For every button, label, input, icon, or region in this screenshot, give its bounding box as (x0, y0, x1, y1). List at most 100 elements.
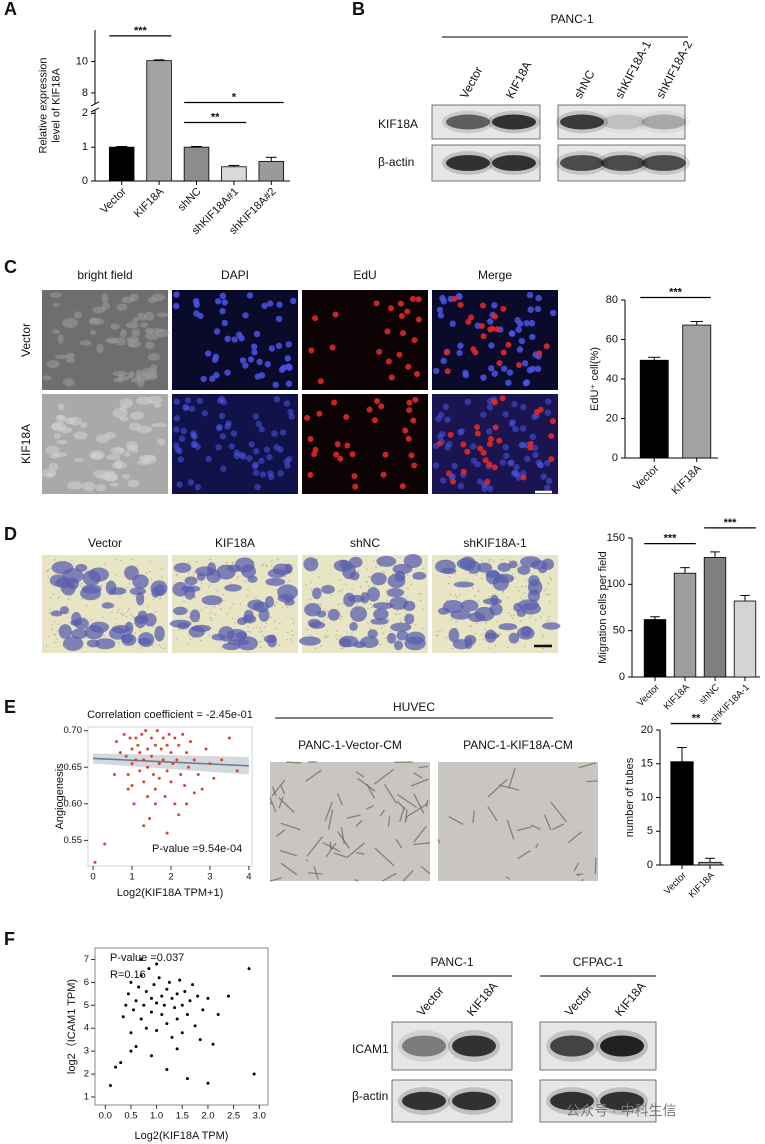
blot-band (600, 1035, 644, 1057)
blot-band-halo (398, 1030, 450, 1062)
cell (191, 624, 211, 633)
cell (244, 580, 246, 583)
tube (278, 797, 295, 814)
cell (515, 361, 522, 368)
cell (49, 568, 51, 570)
blot-band-halo (448, 1030, 500, 1062)
cell (379, 643, 381, 646)
tube (517, 850, 531, 860)
cell (232, 603, 235, 605)
cell (464, 398, 472, 406)
point (185, 1077, 189, 1081)
cell (48, 462, 59, 471)
cell (414, 371, 421, 378)
cell (276, 301, 283, 308)
tube (325, 842, 337, 858)
cell (525, 585, 527, 588)
cell (127, 479, 140, 488)
cell (500, 365, 508, 372)
cell (62, 378, 75, 387)
cell (116, 303, 128, 311)
cell (176, 574, 178, 577)
cell (210, 617, 212, 619)
column-label: Vector (88, 536, 122, 550)
cell (399, 618, 401, 620)
cell (349, 571, 360, 581)
cell (338, 590, 341, 593)
tube (594, 857, 597, 874)
bar (183, 146, 210, 182)
tube (472, 810, 475, 824)
cell (138, 632, 155, 648)
y-tick-label: 1 (84, 1091, 89, 1102)
cell (388, 374, 395, 381)
cell (455, 627, 457, 629)
cell (255, 626, 257, 629)
cell (268, 473, 275, 481)
cell (200, 582, 203, 585)
cell (477, 562, 493, 573)
tube (271, 779, 286, 797)
bar (108, 146, 135, 182)
cell (338, 603, 340, 606)
cell (152, 626, 154, 628)
column-label: DAPI (221, 268, 249, 282)
cell (172, 302, 180, 310)
cell (225, 561, 228, 564)
cell (50, 610, 63, 617)
tube (305, 769, 322, 782)
micrograph (302, 394, 428, 494)
row-label: Vector (19, 323, 33, 357)
cell (147, 353, 161, 361)
cell (265, 622, 268, 625)
x-tick-label: 3 (207, 872, 212, 883)
cell (89, 329, 97, 336)
cell (386, 588, 404, 598)
blot-band (402, 1091, 446, 1111)
cell (127, 586, 129, 588)
y-tick-label: 10 (76, 55, 88, 67)
cell (284, 575, 287, 577)
cell (49, 453, 60, 459)
cell (45, 445, 60, 455)
tube (269, 877, 282, 882)
cell (102, 471, 119, 482)
cell (114, 448, 126, 453)
cell (253, 448, 260, 455)
y-tick-label: 50 (613, 625, 625, 637)
cell (57, 334, 64, 344)
cell (236, 331, 243, 338)
row-label: ICAM1 (352, 1042, 389, 1056)
cell (224, 369, 231, 376)
cell (323, 608, 325, 610)
cell (491, 313, 498, 320)
cell (460, 441, 467, 448)
cell (247, 630, 249, 633)
cell (242, 312, 249, 319)
cell (130, 411, 145, 420)
cell (385, 358, 392, 365)
cell (95, 483, 107, 492)
point (147, 967, 151, 971)
cell (389, 596, 408, 610)
cell (449, 593, 452, 596)
cell (438, 411, 445, 419)
cell (101, 616, 104, 618)
cell (409, 295, 416, 302)
cell (306, 628, 308, 631)
cell (273, 396, 281, 403)
cell (183, 600, 185, 603)
cell (477, 589, 480, 591)
cell (258, 457, 265, 465)
point (180, 1031, 184, 1035)
cell (226, 613, 229, 615)
tube (327, 809, 334, 830)
cell (546, 477, 553, 485)
cell (252, 413, 259, 420)
cell (482, 457, 489, 464)
cell (229, 607, 232, 609)
cell (489, 325, 496, 332)
x-tick-label: 2.0 (201, 1111, 214, 1122)
point (185, 1012, 189, 1016)
panel-label: C (4, 257, 17, 277)
